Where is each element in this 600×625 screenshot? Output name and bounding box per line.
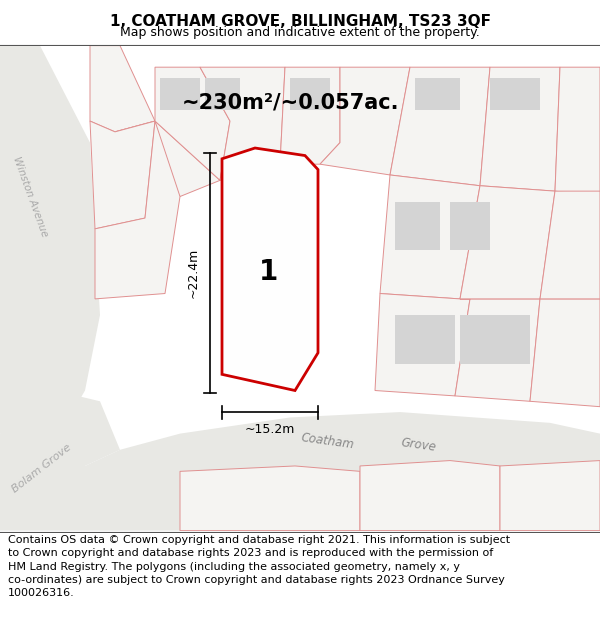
Text: 1: 1	[259, 258, 278, 286]
Text: ~230m²/~0.057ac.: ~230m²/~0.057ac.	[181, 92, 399, 112]
Polygon shape	[180, 466, 360, 531]
Polygon shape	[95, 121, 180, 299]
Polygon shape	[375, 294, 470, 396]
Polygon shape	[200, 67, 285, 181]
Polygon shape	[222, 148, 318, 391]
Polygon shape	[415, 78, 460, 110]
Polygon shape	[395, 315, 455, 364]
Polygon shape	[540, 191, 600, 299]
Text: 1, COATHAM GROVE, BILLINGHAM, TS23 3QF: 1, COATHAM GROVE, BILLINGHAM, TS23 3QF	[110, 14, 491, 29]
Polygon shape	[160, 78, 200, 110]
Polygon shape	[0, 46, 100, 434]
Polygon shape	[290, 78, 330, 110]
Polygon shape	[460, 315, 530, 364]
Polygon shape	[360, 461, 500, 531]
Polygon shape	[90, 46, 155, 132]
Polygon shape	[480, 67, 560, 191]
Polygon shape	[395, 202, 440, 251]
Polygon shape	[155, 67, 230, 181]
Text: Winston Avenue: Winston Avenue	[11, 155, 49, 238]
Polygon shape	[555, 67, 600, 196]
Text: Contains OS data © Crown copyright and database right 2021. This information is : Contains OS data © Crown copyright and d…	[8, 535, 510, 598]
Text: Grove: Grove	[400, 437, 437, 454]
Polygon shape	[455, 299, 540, 401]
Text: Bolam Grove: Bolam Grove	[10, 442, 74, 494]
Text: ~15.2m: ~15.2m	[245, 423, 295, 436]
Polygon shape	[530, 299, 600, 407]
Polygon shape	[460, 186, 555, 299]
Polygon shape	[90, 121, 155, 229]
Polygon shape	[450, 202, 490, 251]
Text: Map shows position and indicative extent of the property.: Map shows position and indicative extent…	[120, 26, 480, 39]
Polygon shape	[320, 67, 410, 175]
Polygon shape	[232, 169, 305, 294]
Text: Coatham: Coatham	[300, 431, 355, 451]
Polygon shape	[85, 412, 600, 531]
Polygon shape	[380, 175, 480, 299]
Polygon shape	[115, 121, 220, 196]
Polygon shape	[490, 78, 540, 110]
Polygon shape	[0, 391, 120, 531]
Polygon shape	[205, 78, 240, 110]
Polygon shape	[280, 67, 340, 164]
Polygon shape	[500, 461, 600, 531]
Text: ~22.4m: ~22.4m	[187, 248, 200, 298]
Polygon shape	[390, 67, 490, 186]
